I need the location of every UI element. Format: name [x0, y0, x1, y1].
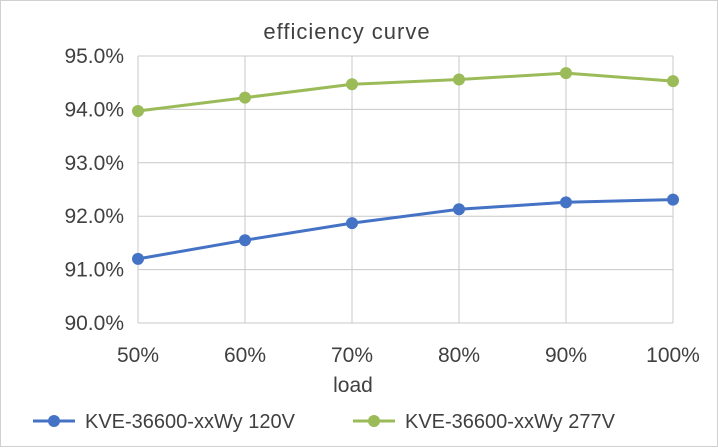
x-tick-label: 70%	[331, 344, 373, 367]
legend-marker	[368, 415, 380, 427]
y-tick-label: 93.0%	[64, 152, 124, 175]
series-line	[137, 71, 674, 113]
x-tick-label: 50%	[117, 344, 159, 367]
y-tick-label: 91.0%	[64, 259, 124, 282]
y-tick-label: 90.0%	[64, 312, 124, 335]
data-point	[453, 73, 465, 86]
data-point	[560, 196, 572, 209]
data-point	[132, 252, 144, 265]
x-tick-label: 80%	[438, 344, 480, 367]
data-point	[346, 217, 358, 230]
x-tick-label: 90%	[545, 344, 587, 367]
chart-title: efficiency curve	[263, 19, 430, 44]
data-point	[346, 78, 358, 91]
data-point	[239, 234, 251, 247]
series-line	[137, 198, 674, 261]
legend-label: KVE-36600-xxWy 277V	[405, 411, 616, 433]
x-axis-label: load	[333, 374, 373, 397]
data-point	[239, 91, 251, 104]
legend: KVE-36600-xxWy 120V KVE-36600-xxWy 277V	[33, 411, 616, 433]
data-point	[453, 203, 465, 216]
y-tick-label: 94.0%	[64, 98, 124, 121]
data-point	[132, 105, 144, 118]
series-2	[132, 67, 679, 118]
series-1	[132, 193, 679, 265]
legend-item: KVE-36600-xxWy 277V	[353, 411, 616, 433]
data-point	[667, 75, 679, 88]
x-tick-label: 100%	[646, 344, 700, 367]
legend-label: KVE-36600-xxWy 120V	[85, 411, 296, 433]
x-tick-label: 60%	[224, 344, 266, 367]
y-axis-ticks: 90.0% 91.0% 92.0% 93.0% 94.0% 95.0%	[64, 45, 124, 335]
x-axis-ticks: 50% 60% 70% 80% 90% 100%	[117, 344, 700, 367]
legend-marker	[48, 415, 60, 427]
series-layer	[132, 67, 679, 265]
y-tick-label: 92.0%	[64, 205, 124, 228]
grid-layer	[137, 55, 674, 324]
legend-item: KVE-36600-xxWy 120V	[33, 411, 296, 433]
data-point	[667, 193, 679, 206]
data-point	[560, 67, 572, 80]
y-tick-label: 95.0%	[64, 45, 124, 68]
